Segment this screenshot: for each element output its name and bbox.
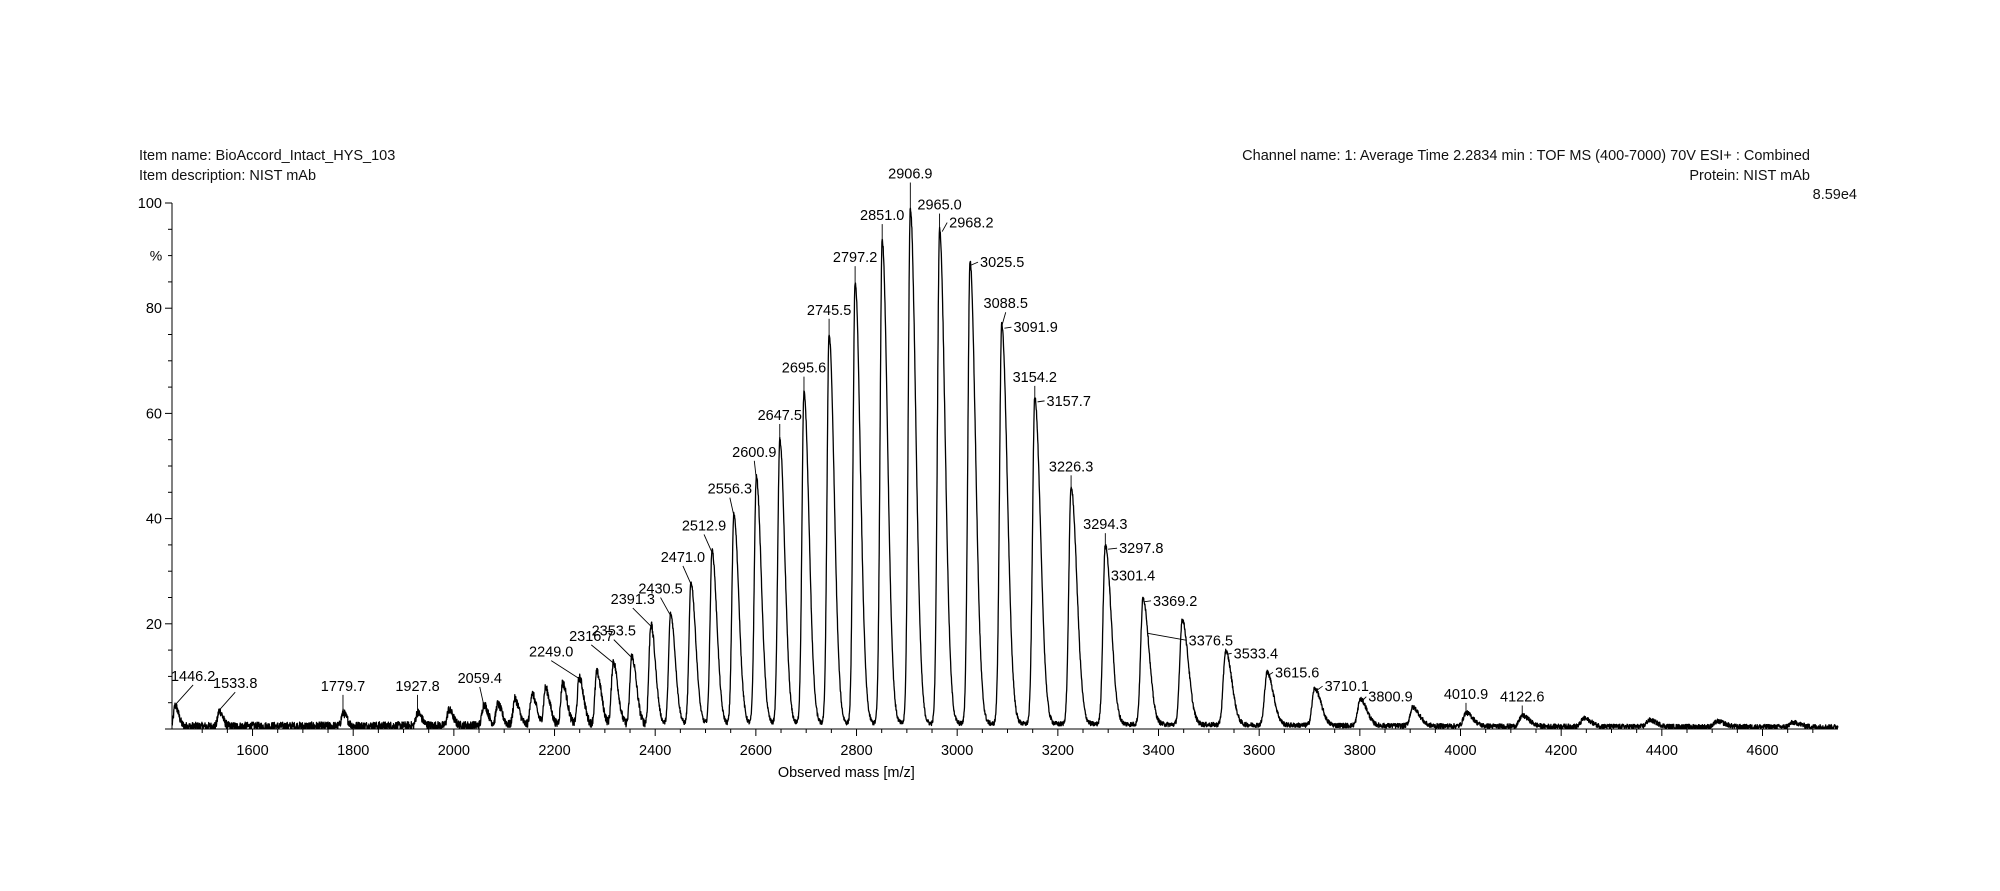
peak-label: 3088.5 xyxy=(984,296,1028,312)
peak-leader-line xyxy=(1108,575,1111,595)
peak-label: 3226.3 xyxy=(1049,459,1093,475)
peak-leader-line xyxy=(970,261,979,266)
max-intensity-label: 8.59e4 xyxy=(1812,187,1857,203)
x-tick-label: 2600 xyxy=(740,743,772,759)
x-tick-label: 4000 xyxy=(1444,743,1476,759)
peak-leader-line xyxy=(753,460,757,479)
peak-label: 4122.6 xyxy=(1500,689,1544,705)
peak-leader-line xyxy=(729,497,735,516)
y-tick-label: 100 xyxy=(138,196,162,212)
x-tick-label: 3400 xyxy=(1142,743,1174,759)
peak-leader-line xyxy=(479,686,485,706)
x-tick-label: 1600 xyxy=(236,743,268,759)
peak-label: 3615.6 xyxy=(1275,665,1319,681)
item-info: Item name: BioAccord_Intact_HYS_103 Item… xyxy=(139,146,395,186)
x-tick-label: 4600 xyxy=(1746,743,1778,759)
peak-leader-line xyxy=(613,639,633,658)
peak-label: 3157.7 xyxy=(1047,394,1091,410)
peak-leader-line xyxy=(1147,632,1187,641)
x-tick-label: 2400 xyxy=(639,743,671,759)
peak-label: 1927.8 xyxy=(395,679,439,695)
peak-label: 2430.5 xyxy=(638,582,682,598)
peak-label: 2471.0 xyxy=(661,550,705,566)
item-description: Item description: NIST mAb xyxy=(139,168,317,184)
x-tick-label: 2000 xyxy=(438,743,470,759)
peak-leader-line xyxy=(703,534,713,553)
x-axis-label: Observed mass [m/z] xyxy=(778,765,915,781)
peak-leader-line xyxy=(174,684,194,706)
x-tick-label: 3200 xyxy=(1042,743,1074,759)
peak-leader-line xyxy=(590,644,614,664)
peak-label: 3294.3 xyxy=(1083,517,1127,533)
peak-leader-line xyxy=(1108,547,1118,550)
x-tick-label: 3600 xyxy=(1243,743,1275,759)
channel-info: Channel name: 1: Average Time 2.2834 min… xyxy=(1242,146,1810,186)
peak-label: 2745.5 xyxy=(807,303,851,319)
peak-label: 2647.5 xyxy=(758,408,802,424)
peak-leader-line xyxy=(1004,326,1012,329)
peak-leader-line xyxy=(1315,685,1323,692)
peak-leader-line xyxy=(632,607,652,627)
peak-leader-line xyxy=(660,597,671,616)
peak-label: 3025.5 xyxy=(980,255,1024,271)
peak-label: 2391.3 xyxy=(611,592,655,608)
peak-label: 3376.5 xyxy=(1189,633,1233,649)
peak-label: 3800.9 xyxy=(1368,690,1412,706)
channel-name: Channel name: 1: Average Time 2.2834 min… xyxy=(1242,148,1810,164)
peak-label: 3710.1 xyxy=(1325,679,1369,695)
peak-label: 2556.3 xyxy=(708,482,752,498)
peak-label: 2316.7 xyxy=(569,629,613,645)
y-tick-label: 60 xyxy=(146,406,162,422)
peak-leader-line xyxy=(218,691,236,711)
peak-label: 2249.0 xyxy=(529,645,573,661)
x-tick-label: 3000 xyxy=(941,743,973,759)
peak-label: 2600.9 xyxy=(732,445,776,461)
x-tick-label: 4200 xyxy=(1545,743,1577,759)
peak-label: 1533.8 xyxy=(213,676,257,692)
peak-label: 2968.2 xyxy=(949,216,993,232)
peak-label: 1779.7 xyxy=(321,679,365,695)
y-axis-label: % xyxy=(150,248,162,264)
peak-leader-line xyxy=(1360,696,1367,703)
peak-label: 3297.8 xyxy=(1119,541,1163,557)
peak-label: 3533.4 xyxy=(1234,646,1278,662)
peak-leader-line xyxy=(1226,652,1232,655)
peak-label: 2965.0 xyxy=(917,198,961,214)
peak-label: 2851.0 xyxy=(860,208,904,224)
peak-label: 2695.6 xyxy=(782,361,826,377)
peak-leader-line xyxy=(1001,312,1007,327)
peak-leader-line xyxy=(1143,600,1152,603)
chart-axes: 1600 1800 2000 2200 2400 2600 2800 3000 3200 3400… xyxy=(138,196,1838,759)
peak-leader-line xyxy=(1037,400,1045,403)
peak-label: 1446.2 xyxy=(171,669,215,685)
peak-label: 2512.9 xyxy=(682,518,726,534)
peak-leader-line xyxy=(682,565,692,585)
peak-label: 2059.4 xyxy=(458,671,502,687)
peak-label: 2797.2 xyxy=(833,250,877,266)
x-tick-label: 3800 xyxy=(1344,743,1376,759)
peak-leader-line xyxy=(550,660,580,680)
spectrum-trace xyxy=(171,207,1839,730)
peak-label: 3369.2 xyxy=(1153,594,1197,610)
item-name: Item name: BioAccord_Intact_HYS_103 xyxy=(139,148,396,164)
peak-label: 3301.4 xyxy=(1111,569,1155,585)
x-tick-label: 2800 xyxy=(840,743,872,759)
y-tick-label: 80 xyxy=(146,301,162,317)
y-tick-label: 20 xyxy=(146,617,162,633)
protein-name: Protein: NIST mAb xyxy=(1689,168,1810,184)
x-tick-label: 2200 xyxy=(538,743,570,759)
x-tick-label: 1800 xyxy=(337,743,369,759)
peak-label: 3091.9 xyxy=(1013,320,1057,336)
peak-label: 3154.2 xyxy=(1013,370,1057,386)
peak-label: 2353.5 xyxy=(592,624,636,640)
peak-leader-line xyxy=(1267,672,1274,676)
x-tick-label: 4400 xyxy=(1646,743,1678,759)
peak-leader-line xyxy=(941,222,948,232)
peak-label: 2906.9 xyxy=(888,167,932,183)
peak-markers xyxy=(174,182,1523,716)
peak-label: 4010.9 xyxy=(1444,687,1488,703)
y-tick-label: 40 xyxy=(146,512,162,528)
